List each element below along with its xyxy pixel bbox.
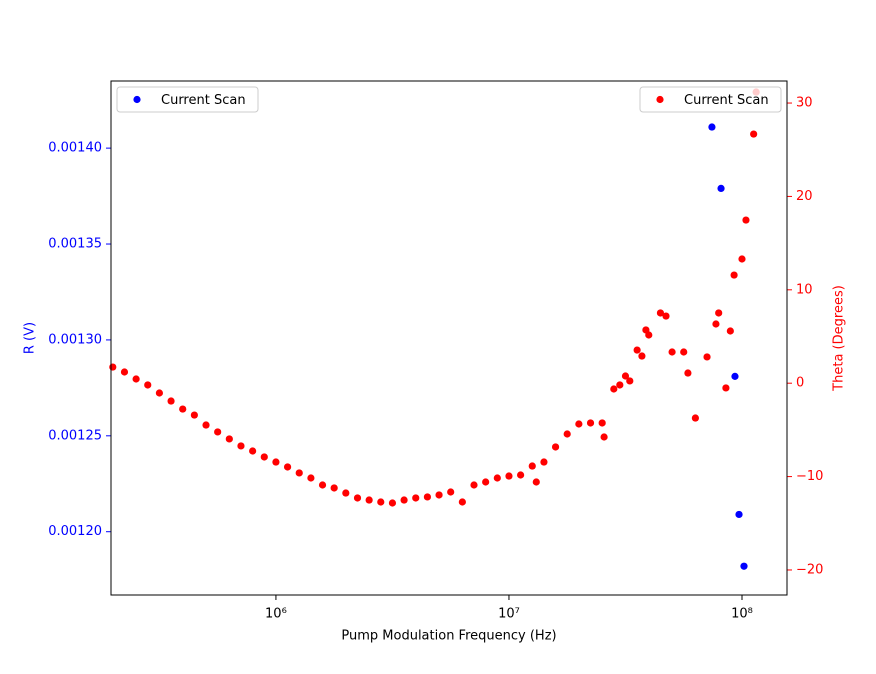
- y2-tick-label: 30: [796, 96, 813, 111]
- x-axis-label: Pump Modulation Frequency (Hz): [341, 629, 556, 644]
- data-point: [662, 312, 670, 320]
- data-point: [167, 397, 175, 405]
- legend-box: [639, 86, 782, 113]
- data-point: [742, 216, 750, 224]
- data-point: [540, 458, 548, 466]
- data-point: [155, 389, 164, 397]
- data-point: [621, 372, 630, 380]
- data-point: [295, 469, 303, 477]
- data-point: [738, 255, 746, 263]
- data-point: [586, 419, 595, 427]
- data-point: [342, 489, 350, 497]
- data-point: [353, 494, 362, 502]
- y-tick-label: 0.00125: [48, 428, 102, 443]
- data-point: [750, 130, 758, 138]
- x-tick-label: 10⁸: [731, 607, 753, 622]
- data-point: [731, 372, 739, 380]
- y-tick-label: 0.00120: [48, 524, 102, 539]
- data-point: [517, 471, 525, 479]
- data-point: [726, 327, 734, 335]
- data-point: [638, 352, 646, 360]
- data-point: [493, 474, 501, 482]
- data-point: [144, 381, 152, 389]
- data-point: [225, 435, 233, 443]
- data-point: [633, 346, 641, 354]
- data-point: [610, 385, 618, 393]
- y2-tick-label: 10: [796, 282, 813, 297]
- data-point: [214, 428, 222, 436]
- legend-label: Current Scan: [684, 93, 769, 108]
- legend-marker: [656, 95, 664, 104]
- data-point: [626, 377, 634, 385]
- data-point: [423, 493, 432, 501]
- data-point: [412, 494, 420, 502]
- x-tick-label: 10⁶: [265, 607, 287, 622]
- legend-marker: [133, 95, 141, 104]
- data-point: [680, 348, 688, 356]
- plot-frame: [110, 80, 788, 596]
- data-point: [684, 369, 692, 377]
- data-point: [318, 481, 327, 489]
- data-point: [703, 353, 711, 361]
- y2-tick-label: 0: [796, 376, 804, 391]
- data-point: [377, 498, 385, 506]
- data-point: [447, 488, 455, 496]
- data-point: [722, 384, 730, 392]
- data-point: [735, 510, 743, 519]
- data-point: [109, 363, 117, 371]
- data-point: [272, 458, 280, 466]
- legend-label: Current Scan: [161, 93, 246, 108]
- data-point: [202, 421, 210, 429]
- data-point: [656, 309, 665, 317]
- data-point: [330, 484, 338, 492]
- data-point: [120, 368, 129, 376]
- y-tick-label: 0.00140: [48, 141, 102, 156]
- data-point: [470, 481, 478, 489]
- data-point: [600, 433, 608, 441]
- data-point: [505, 472, 513, 480]
- data-point: [575, 420, 583, 428]
- y-tick-label: 0.00135: [48, 237, 102, 252]
- data-point: [307, 474, 315, 482]
- legend-box: [116, 86, 259, 113]
- data-point: [179, 405, 187, 413]
- data-point: [400, 496, 408, 504]
- data-point: [458, 498, 466, 506]
- data-point: [532, 478, 540, 486]
- x-tick-label: 10⁷: [498, 607, 520, 622]
- data-point: [260, 453, 268, 461]
- data-point: [237, 442, 245, 450]
- y2-tick-label: 20: [796, 189, 813, 204]
- y2-tick-label: −10: [796, 469, 823, 484]
- data-point: [691, 414, 699, 422]
- data-point: [132, 375, 140, 383]
- data-point: [283, 463, 292, 471]
- y-axis-label: R (V): [23, 322, 38, 354]
- y-tick-label: 0.00130: [48, 332, 102, 347]
- data-point: [717, 184, 725, 193]
- data-point: [712, 320, 720, 328]
- data-point: [435, 491, 443, 499]
- data-point: [365, 496, 373, 504]
- data-point: [598, 419, 606, 427]
- data-point: [645, 331, 653, 339]
- data-point: [730, 271, 738, 279]
- data-point: [249, 447, 257, 455]
- data-point: [708, 123, 716, 131]
- data-point: [668, 348, 676, 356]
- y2-axis-label: Theta (Degrees): [832, 285, 847, 392]
- data-point: [616, 381, 624, 389]
- data-point: [388, 499, 397, 507]
- data-point: [482, 478, 490, 486]
- y2-tick-label: −20: [796, 562, 823, 577]
- data-point: [563, 430, 571, 438]
- data-point: [528, 462, 536, 470]
- data-point: [715, 309, 723, 317]
- data-point: [740, 562, 748, 570]
- data-point: [190, 411, 198, 419]
- data-point: [551, 443, 560, 451]
